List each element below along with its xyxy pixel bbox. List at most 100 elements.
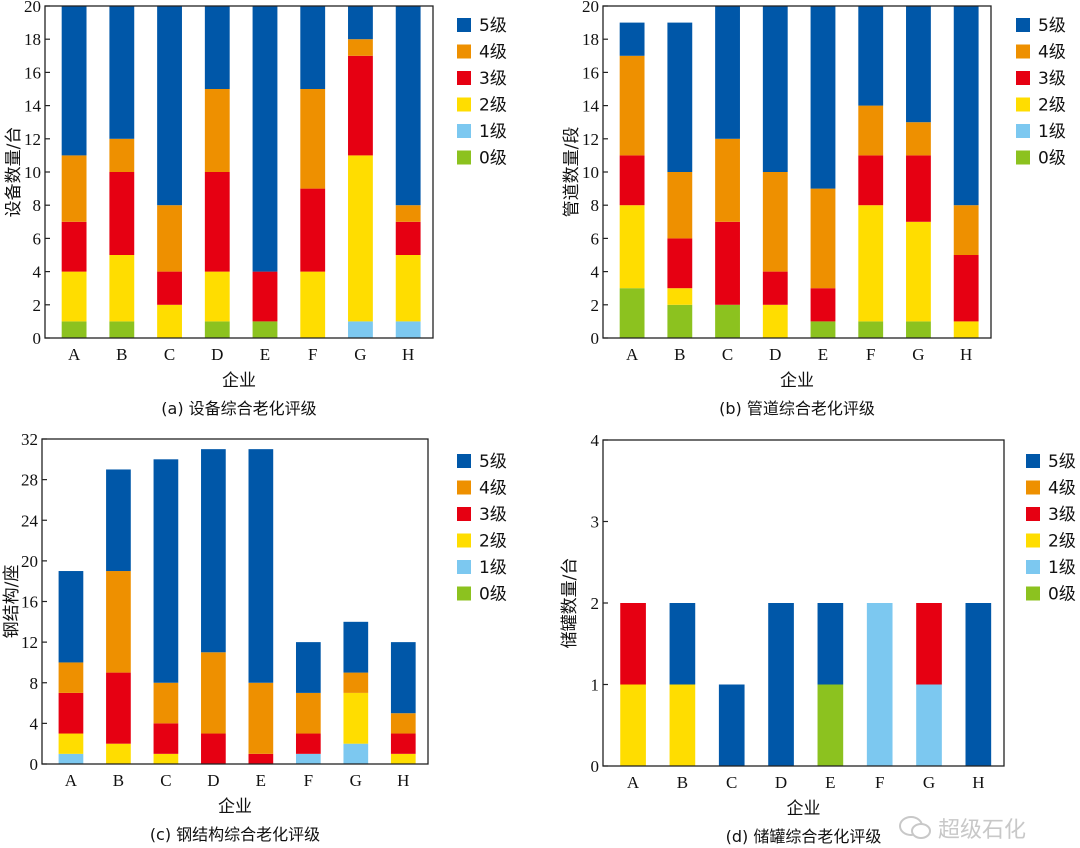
wechat-icon [899,816,931,839]
y-tick-label: 4 [591,431,600,450]
legend-swatch-2级 [457,533,471,548]
y-tick-label: 0 [30,755,39,774]
y-tick-label: 8 [33,196,42,215]
y-tick-label: 18 [24,30,41,49]
bar-segment-F-3级 [858,155,884,206]
bar-segment-D-2级 [204,271,230,322]
bar-segment-C-5级 [157,6,182,206]
bar-segment-D-2级 [762,304,788,338]
legend-swatch-0级 [457,586,471,601]
x-tick-label: G [923,773,935,792]
legend-swatch-1级 [457,560,471,574]
bar-segment-A-3级 [620,603,646,685]
bar-segment-D-4级 [762,172,788,272]
legend-swatch-3级 [457,71,471,85]
bar-segment-A-5级 [61,6,87,156]
bar-segment-B-0级 [667,304,693,338]
bar-segment-F-1级 [295,753,321,764]
x-tick-label: F [866,345,875,364]
y-tick-label: 12 [582,130,599,149]
legend-swatch-2级 [457,97,471,112]
plot-frame [44,5,434,339]
bar-segment-A-4级 [619,55,645,156]
bar-segment-D-5级 [762,6,788,172]
y-tick-label: 8 [591,196,600,215]
bar-segment-C-4级 [715,138,740,222]
legend-label: 0级 [1038,149,1066,169]
x-tick-label: A [626,345,639,364]
watermark-text: 超级石化 [938,818,1027,843]
bar-segment-H-5级 [953,6,979,206]
bar-segment-E-0级 [810,321,836,338]
bar-segment-F-5级 [858,6,884,106]
bar-segment-B-0级 [109,321,135,338]
bar-segment-C-5级 [715,6,740,139]
bar-segment-B-4级 [667,172,693,239]
bar-segment-G-3级 [916,603,942,685]
y-tick-label: 10 [582,163,599,182]
legend-label: 1级 [1048,558,1076,578]
y-axis-label: 储罐数量/台 [560,558,580,649]
bar-segment-B-5级 [667,22,693,172]
bar-segment-G-4级 [348,39,373,56]
y-tick-label: 8 [30,674,39,693]
bar-segment-G-5级 [343,621,369,673]
legend-label: 1级 [479,122,507,142]
bar-segment-G-2级 [343,692,369,744]
bar-segment-E-0级 [252,321,278,338]
bar-segment-A-5级 [619,22,645,56]
bar-segment-B-4级 [109,138,135,172]
bar-segment-A-2级 [620,684,646,766]
bar-segment-D-4级 [201,652,226,734]
y-tick-label: 2 [591,296,600,315]
legend-swatch-5级 [457,18,471,32]
y-tick-label: 12 [21,633,38,652]
x-tick-label: H [397,771,409,790]
bar-segment-B-5级 [106,469,131,572]
bar-segment-E-4级 [810,188,836,289]
bar-segment-B-2级 [106,743,131,764]
legend-label: 5级 [1038,16,1066,36]
x-tick-label: C [726,773,737,792]
bar-segment-E-3级 [252,271,278,322]
chart-caption: (b) 管道综合老化评级 [719,399,875,418]
y-tick-label: 12 [24,130,41,149]
plot-frame [602,439,1005,767]
legend-label: 4级 [479,479,507,499]
y-tick-label: 2 [591,594,600,613]
bar-segment-C-5级 [153,459,179,683]
y-axis-label: 管道数量/段 [562,127,582,218]
bar-segment-E-5级 [810,6,836,189]
legend-label: 2级 [479,532,507,552]
x-tick-label: B [113,771,124,790]
bar-segment-A-0级 [61,321,87,338]
bar-segment-E-5级 [248,449,274,683]
watermark: 超级石化 [898,812,1026,844]
bar-segment-H-4级 [395,205,421,222]
x-tick-label: H [960,345,972,364]
legend-swatch-1级 [1026,560,1040,574]
bar-segment-G-5级 [348,6,373,40]
bar-segment-E-5级 [817,603,844,685]
x-tick-label: D [769,345,781,364]
bar-segment-F-2级 [300,271,326,338]
legend-label: 2级 [1048,532,1076,552]
bar-segment-F-3级 [295,733,321,754]
bar-segment-C-4级 [153,682,179,724]
y-tick-label: 20 [21,552,38,571]
y-tick-label: 32 [21,430,38,449]
bar-segment-D-0级 [204,321,230,338]
bar-segment-C-2级 [157,304,182,338]
bar-segment-F-4级 [295,692,321,734]
bar-segment-H-5级 [390,642,416,714]
y-tick-label: 6 [33,229,42,248]
bar-segment-A-5级 [58,571,84,663]
legend-label: 2级 [479,96,507,116]
bar-segment-A-2级 [58,733,84,754]
y-tick-label: 20 [582,0,599,16]
bar-segment-H-1级 [395,321,421,338]
bar-segment-C-4级 [157,205,182,272]
x-tick-label: C [722,345,733,364]
x-tick-label: C [160,771,171,790]
y-tick-label: 1 [591,676,600,695]
